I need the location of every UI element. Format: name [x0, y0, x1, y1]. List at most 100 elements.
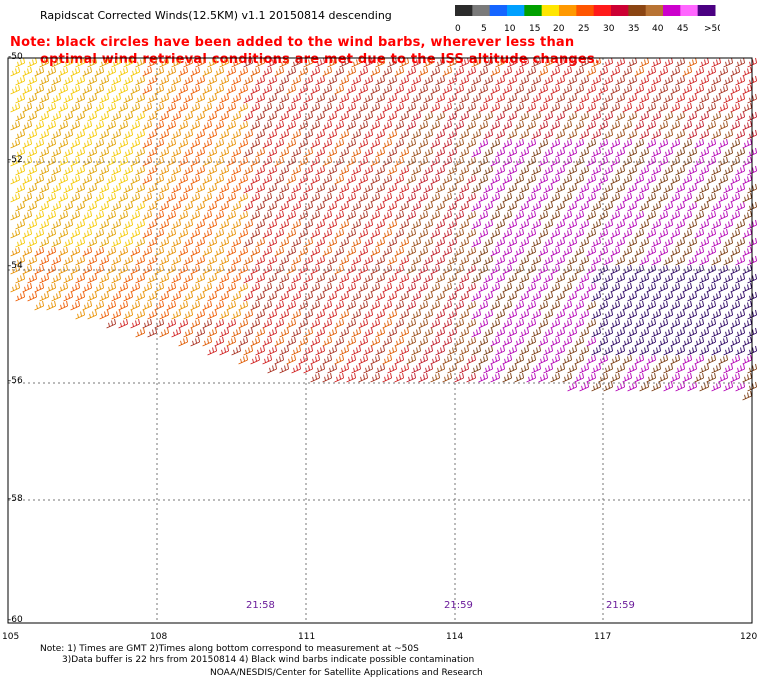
wind-barb [634, 336, 644, 347]
wind-barb [207, 147, 217, 158]
wind-barb [670, 174, 680, 185]
wind-barb [87, 309, 97, 320]
wind-barb [430, 282, 440, 293]
wind-barb [286, 264, 296, 275]
wind-barb [214, 246, 224, 257]
wind-barb [154, 138, 164, 149]
wind-barb [27, 237, 37, 248]
wind-barb [687, 255, 697, 266]
wind-barb [603, 345, 613, 356]
wind-barb [58, 84, 68, 95]
wind-barb [723, 309, 733, 320]
wind-barb [519, 363, 529, 374]
wind-barb [646, 354, 656, 365]
wind-barb [622, 228, 632, 239]
wind-barb [219, 237, 229, 248]
wind-barb [70, 120, 80, 131]
wind-barb [219, 165, 229, 176]
wind-barb [255, 147, 265, 158]
wind-barb [279, 129, 289, 140]
wind-barb [447, 201, 457, 212]
wind-barb [634, 120, 644, 131]
wind-barb [603, 165, 613, 176]
wind-barb [327, 75, 337, 86]
wind-barb [555, 363, 565, 374]
wind-barb [531, 111, 541, 122]
wind-barb [478, 210, 488, 221]
wind-barb [178, 246, 188, 257]
wind-barb [490, 102, 500, 113]
wind-barb [363, 291, 373, 302]
wind-barb [742, 174, 752, 185]
wind-barb [262, 336, 272, 347]
wind-barb [147, 201, 157, 212]
wind-barb [286, 102, 296, 113]
wind-barb [531, 291, 541, 302]
wind-barb [70, 264, 80, 275]
wind-barb [502, 318, 512, 329]
wind-barb [267, 129, 277, 140]
wind-barb [514, 84, 524, 95]
wind-barb [183, 237, 193, 248]
wind-barb [639, 219, 649, 230]
wind-barb [327, 57, 337, 68]
wind-barb [75, 255, 85, 266]
wind-barb [322, 300, 332, 311]
wind-barb [699, 309, 709, 320]
wind-barb [418, 246, 428, 257]
wind-barb [327, 309, 337, 320]
wind-barb [58, 192, 68, 203]
wind-barb [123, 75, 133, 86]
wind-barb [334, 300, 344, 311]
wind-barb [670, 192, 680, 203]
wind-barb [579, 147, 589, 158]
wind-barb [130, 156, 140, 167]
wind-barb [87, 147, 97, 158]
wind-barb [166, 210, 176, 221]
wind-barb [442, 210, 452, 221]
wind-barb [15, 111, 25, 122]
wind-barb [555, 57, 565, 68]
wind-barb [646, 102, 656, 113]
wind-barb [490, 246, 500, 257]
wind-barb [58, 246, 68, 257]
wind-barb [183, 291, 193, 302]
wind-barb [723, 93, 733, 104]
wind-barb [243, 273, 253, 284]
wind-barb [622, 246, 632, 257]
wind-barb [394, 318, 404, 329]
wind-barb [567, 201, 577, 212]
wind-barb [394, 120, 404, 131]
wind-barb [454, 102, 464, 113]
wind-barb [699, 237, 709, 248]
wind-barb [615, 147, 625, 158]
wind-barb [406, 336, 416, 347]
wind-barb [226, 120, 236, 131]
wind-barb [567, 183, 577, 194]
wind-barb [27, 57, 37, 68]
wind-barb [406, 138, 416, 149]
wind-barb [207, 219, 217, 230]
wind-barb [567, 129, 577, 140]
wind-barb [471, 363, 481, 374]
wind-barb [627, 381, 637, 392]
wind-barb [670, 354, 680, 365]
wind-barb [207, 93, 217, 104]
wind-barb [238, 318, 248, 329]
wind-barb [622, 264, 632, 275]
wind-barb [82, 138, 92, 149]
wind-barb [195, 147, 205, 158]
wind-barb [459, 237, 469, 248]
wind-barb [166, 264, 176, 275]
wind-barb [106, 210, 116, 221]
wind-barb [430, 372, 440, 383]
wind-barb [315, 309, 325, 320]
wind-barb [63, 219, 73, 230]
wind-barb [58, 156, 68, 167]
wind-barb [663, 291, 673, 302]
wind-barb [442, 120, 452, 131]
wind-barb [519, 309, 529, 320]
wind-barb [387, 291, 397, 302]
wind-barb [562, 318, 572, 329]
wind-barb [591, 165, 601, 176]
